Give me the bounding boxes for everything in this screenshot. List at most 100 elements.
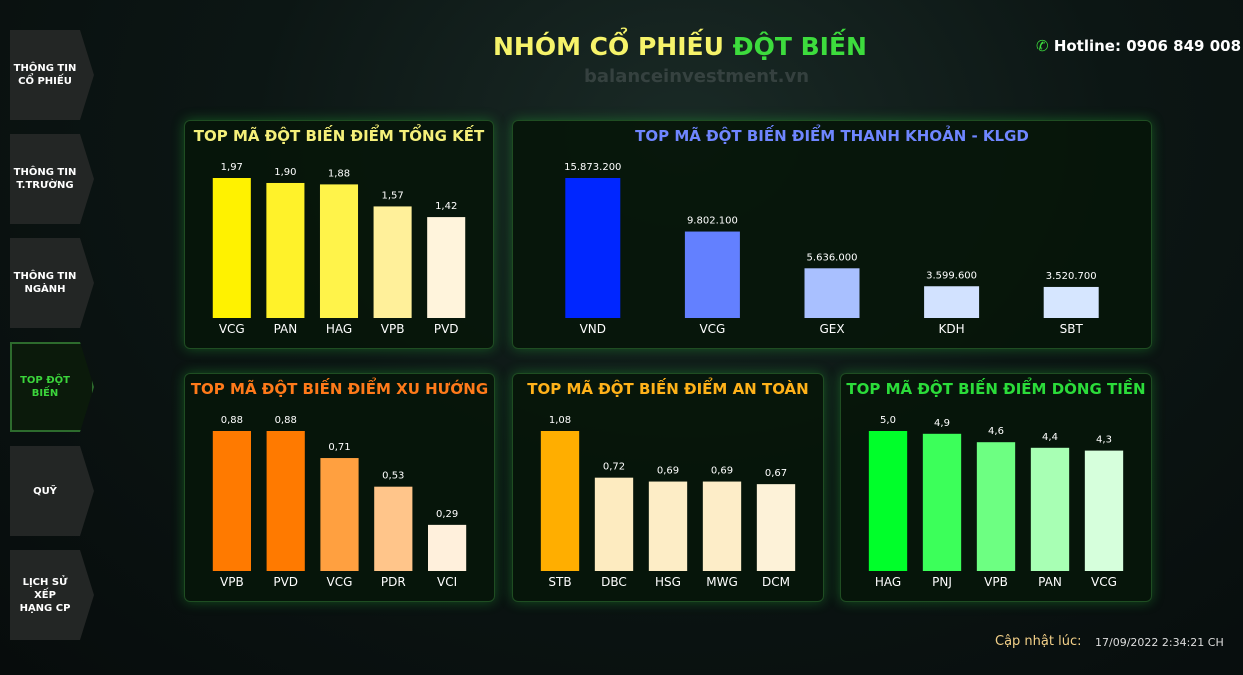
value-label: 0,69	[657, 466, 679, 477]
chart: TOP MÃ ĐỘT BIẾN ĐIỂM DÒNG TIỀN 5,0 HAG 4,9 P…	[846, 376, 1145, 589]
value-label: 0,88	[221, 415, 243, 426]
nav-label: HẠNG CP	[19, 602, 71, 614]
nav-item[interactable]: THÔNG TIN NGÀNH	[10, 238, 94, 328]
watermark: balanceinvestment.vn	[584, 66, 810, 87]
chart-title: TOP MÃ ĐỘT BIẾN ĐIỂM XU HƯỚNG	[191, 376, 488, 398]
nav-label: NGÀNH	[24, 284, 66, 295]
nav-item[interactable]: TOP ĐỘT BIẾN	[10, 342, 94, 432]
bar	[320, 458, 359, 571]
nav-label: TOP ĐỘT	[20, 375, 70, 386]
chart-title: TOP MÃ ĐỘT BIẾN ĐIỂM THANH KHOẢN - KLGD	[635, 123, 1029, 145]
nav-item[interactable]: THÔNG TIN T.TRƯỜNG	[10, 134, 94, 224]
bar	[702, 481, 742, 571]
value-label: 0,71	[328, 442, 350, 453]
value-label: 0,67	[765, 468, 787, 479]
x-tick-label: PVD	[434, 322, 459, 336]
chart: TOP MÃ ĐỘT BIẾN ĐIỂM AN TOÀN 1,08 STB 0,72 D…	[527, 376, 808, 589]
x-tick-label: HAG	[326, 322, 352, 336]
bar	[1084, 450, 1124, 571]
x-tick-label: VPB	[381, 322, 405, 336]
bar	[540, 431, 580, 571]
bar	[565, 178, 621, 318]
x-tick-label: PDR	[381, 575, 406, 589]
update-label: Cập nhật lúc:	[995, 634, 1082, 649]
value-label: 1,90	[274, 167, 296, 178]
title-part: ĐỘT BIẾN	[732, 32, 867, 61]
x-tick-label: MWG	[706, 575, 738, 589]
value-label: 5,0	[880, 415, 896, 426]
bar	[427, 217, 466, 318]
x-tick-label: PNJ	[932, 575, 952, 589]
update-time: 17/09/2022 2:34:21 CH	[1095, 636, 1224, 649]
x-tick-label: PAN	[274, 322, 298, 336]
value-label: 4,9	[934, 418, 950, 429]
nav-label: THÔNG TIN	[13, 271, 77, 282]
chart-panel: TOP MÃ ĐỘT BIẾN ĐIỂM DÒNG TIỀN 5,0 HAG 4,9 P…	[840, 373, 1152, 602]
x-tick-label: DCM	[762, 575, 790, 589]
title-part: NHÓM CỔ PHIẾU	[493, 32, 724, 61]
value-label: 4,4	[1042, 432, 1058, 443]
bar	[373, 206, 412, 318]
x-tick-label: STB	[548, 575, 571, 589]
x-tick-label: HAG	[875, 575, 901, 589]
bar	[266, 182, 305, 318]
x-tick-label: PVD	[273, 575, 298, 589]
nav-label: THÔNG TIN	[13, 167, 77, 178]
nav-label: T.TRƯỜNG	[16, 180, 74, 191]
bar	[212, 178, 251, 318]
value-label: 15.873.200	[564, 162, 621, 173]
chart: TOP MÃ ĐỘT BIẾN ĐIỂM THANH KHOẢN - KLGD 1…	[564, 123, 1099, 336]
x-tick-label: VPB	[984, 575, 1008, 589]
bar	[1043, 286, 1099, 318]
value-label: 1,57	[381, 190, 403, 201]
bar	[319, 184, 359, 318]
bar	[428, 524, 467, 571]
nav-label: BIẾN	[31, 388, 59, 399]
chart-panel: TOP MÃ ĐỘT BIẾN ĐIỂM AN TOÀN 1,08 STB 0,72 D…	[512, 373, 824, 602]
value-label: 0,69	[711, 466, 733, 477]
x-tick-label: VCG	[327, 575, 353, 589]
value-label: 5.636.000	[807, 252, 858, 263]
nav-item[interactable]: THÔNG TIN CỔ PHIẾU	[10, 30, 94, 120]
nav-label: CỔ PHIẾU	[18, 76, 72, 87]
bar	[212, 431, 251, 571]
nav-item[interactable]: LỊCH SỬ XẾP HẠNG CP	[10, 550, 94, 640]
chart: TOP MÃ ĐỘT BIẾN ĐIỂM TỔNG KẾT 1,97 VCG 1,90…	[194, 123, 485, 336]
bar	[374, 486, 413, 571]
x-tick-label: GEX	[819, 322, 844, 336]
chart-panel: TOP MÃ ĐỘT BIẾN ĐIỂM THANH KHOẢN - KLGD 1…	[512, 120, 1152, 349]
x-tick-label: PAN	[1038, 575, 1062, 589]
bar	[648, 481, 688, 571]
x-tick-label: DBC	[601, 575, 627, 589]
bar	[804, 268, 860, 318]
bar	[756, 484, 796, 571]
x-tick-label: VCG	[219, 322, 245, 336]
value-label: 1,08	[549, 415, 571, 426]
x-tick-label: VCG	[699, 322, 725, 336]
bar	[684, 231, 740, 318]
value-label: 0,88	[275, 415, 297, 426]
x-tick-label: VCG	[1091, 575, 1117, 589]
chart-title: TOP MÃ ĐỘT BIẾN ĐIỂM DÒNG TIỀN	[846, 376, 1145, 398]
nav-label: QUỸ	[33, 485, 57, 497]
x-tick-label: VPB	[220, 575, 244, 589]
chart-panel: TOP MÃ ĐỘT BIẾN ĐIỂM TỔNG KẾT 1,97 VCG 1,90…	[184, 120, 494, 349]
x-tick-label: SBT	[1060, 322, 1084, 336]
bar	[924, 286, 980, 318]
bar	[976, 442, 1016, 571]
x-tick-label: VND	[580, 322, 606, 336]
value-label: 1,97	[221, 162, 243, 173]
value-label: 0,53	[382, 471, 404, 482]
x-tick-label: VCI	[437, 575, 457, 589]
value-label: 1,42	[435, 201, 457, 212]
chart-title: TOP MÃ ĐỘT BIẾN ĐIỂM AN TOÀN	[527, 376, 808, 398]
nav-label: LỊCH SỬ XẾP	[22, 576, 68, 601]
chart-panel: TOP MÃ ĐỘT BIẾN ĐIỂM XU HƯỚNG 0,88 VPB 0,88…	[184, 373, 495, 602]
value-label: 1,88	[328, 168, 350, 179]
nav-label: THÔNG TIN	[13, 63, 77, 74]
nav-item[interactable]: QUỸ	[10, 446, 94, 536]
value-label: 4,6	[988, 426, 1004, 437]
value-label: 0,29	[436, 509, 458, 520]
value-label: 9.802.100	[687, 216, 738, 227]
